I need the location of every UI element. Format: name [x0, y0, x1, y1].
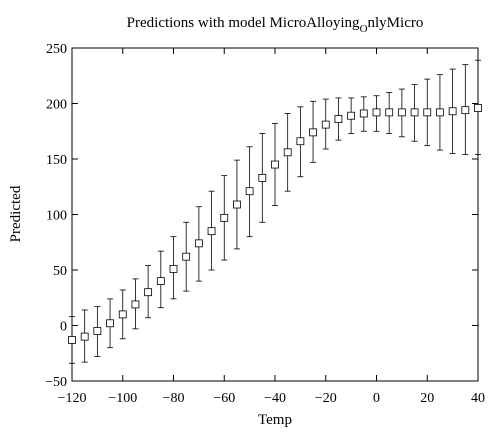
data-point [68, 336, 76, 344]
data-point [80, 332, 89, 341]
data-point [397, 108, 406, 117]
data-point [156, 277, 165, 286]
data-point [283, 148, 292, 157]
data-point [410, 108, 419, 117]
data-point [182, 252, 191, 261]
x-tick-label: −20 [315, 391, 337, 406]
data-point [474, 104, 482, 112]
x-tick-label: −80 [163, 391, 185, 406]
data-point [220, 213, 229, 222]
data-markers [68, 104, 482, 344]
x-tick-label: 40 [471, 391, 485, 406]
data-point [233, 200, 241, 209]
data-point [448, 107, 457, 116]
data-point [347, 111, 356, 120]
data-point [118, 310, 127, 319]
x-tick-label: −60 [213, 391, 235, 406]
data-point [321, 120, 330, 129]
x-axis-label: Temp [258, 412, 292, 428]
data-point [334, 115, 343, 123]
chart-title: Predictions with model MicroAlloyingOnly… [127, 15, 424, 35]
data-point [372, 108, 381, 117]
data-point [461, 106, 470, 115]
y-tick-label: 200 [46, 98, 67, 113]
y-tick-label: 250 [46, 42, 67, 57]
x-tick-label: −120 [58, 391, 87, 406]
y-axis-label: Predicted [8, 185, 24, 242]
data-point [106, 319, 114, 328]
y-tick-label: 100 [46, 209, 67, 224]
data-point [169, 264, 178, 273]
data-point [93, 327, 102, 335]
y-tick-label: −50 [45, 375, 67, 390]
x-tick-label: 0 [373, 391, 380, 406]
chart-title-main: Predictions with model MicroAlloying [127, 15, 360, 31]
y-axis: −50 0 50 100 150 200 250 [45, 42, 478, 390]
error-bars [69, 59, 481, 364]
data-point [131, 300, 140, 309]
x-axis: −120 −100 −80 −60 −40 −20 0 20 40 [58, 48, 485, 406]
data-point [385, 108, 394, 117]
data-point [258, 173, 267, 182]
data-point [296, 137, 305, 146]
data-point [271, 160, 279, 169]
data-point [245, 187, 254, 196]
data-point [194, 239, 203, 248]
x-tick-label: −100 [108, 391, 137, 406]
y-tick-label: 0 [60, 320, 67, 335]
y-tick-label: 50 [53, 264, 67, 279]
plot-frame [71, 47, 479, 382]
x-tick-label: 20 [420, 391, 434, 406]
data-point [309, 128, 317, 137]
x-tick-label: −40 [264, 391, 286, 406]
data-point [207, 227, 216, 236]
data-point [359, 109, 368, 118]
data-point [423, 108, 432, 117]
data-point [144, 288, 153, 297]
data-point [436, 108, 444, 117]
y-tick-label: 150 [46, 153, 67, 168]
chart-title-tail: nlyMicro [368, 15, 424, 31]
chart-title-subscript: O [360, 23, 368, 35]
